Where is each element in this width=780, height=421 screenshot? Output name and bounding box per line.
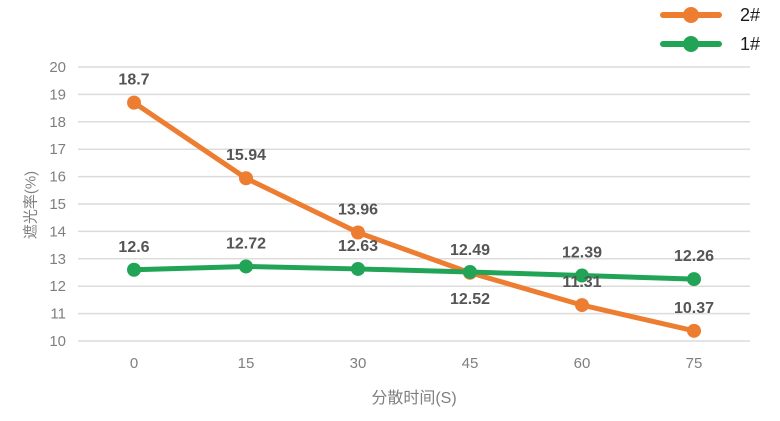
svg-text:60: 60: [574, 355, 591, 372]
svg-text:12.52: 12.52: [450, 291, 490, 308]
svg-text:17: 17: [49, 141, 66, 158]
svg-text:0: 0: [130, 355, 138, 372]
legend-line-marker-icon: [659, 36, 722, 52]
svg-text:12.72: 12.72: [226, 235, 266, 252]
svg-text:10.37: 10.37: [674, 300, 714, 317]
svg-text:15: 15: [49, 196, 66, 213]
x-axis-title: 分散时间(S): [371, 390, 457, 407]
svg-text:15.94: 15.94: [226, 147, 266, 164]
legend-item-series-1: 1#: [659, 34, 760, 54]
svg-text:30: 30: [350, 355, 367, 372]
legend-dot-icon: [682, 7, 699, 23]
svg-text:12.6: 12.6: [118, 239, 149, 256]
svg-text:10: 10: [49, 333, 66, 350]
svg-text:12: 12: [49, 278, 66, 295]
legend-item-series-2: 2#: [659, 5, 760, 25]
legend-line-marker-icon: [659, 7, 722, 23]
svg-text:12.39: 12.39: [562, 245, 602, 262]
svg-text:18.7: 18.7: [118, 72, 149, 89]
svg-text:14: 14: [49, 223, 66, 240]
svg-text:11: 11: [50, 306, 66, 323]
svg-text:19: 19: [49, 86, 66, 103]
legend-dot-icon: [682, 36, 699, 52]
legend-label: 2#: [739, 5, 760, 25]
svg-text:11.31: 11.31: [562, 274, 601, 291]
svg-text:12.49: 12.49: [450, 242, 490, 259]
svg-text:75: 75: [686, 355, 703, 372]
legend: 2# 1#: [659, 5, 760, 54]
y-axis-title: 遮光率(%): [22, 170, 40, 240]
svg-text:45: 45: [462, 355, 479, 372]
svg-text:15: 15: [238, 355, 255, 372]
legend-label: 1#: [739, 34, 760, 54]
svg-text:12.26: 12.26: [674, 248, 714, 265]
svg-text:12.63: 12.63: [338, 238, 378, 255]
svg-text:20: 20: [49, 59, 66, 76]
svg-text:18: 18: [49, 114, 66, 131]
svg-text:13: 13: [49, 251, 66, 268]
svg-text:16: 16: [49, 169, 66, 186]
svg-text:13.96: 13.96: [338, 201, 378, 218]
